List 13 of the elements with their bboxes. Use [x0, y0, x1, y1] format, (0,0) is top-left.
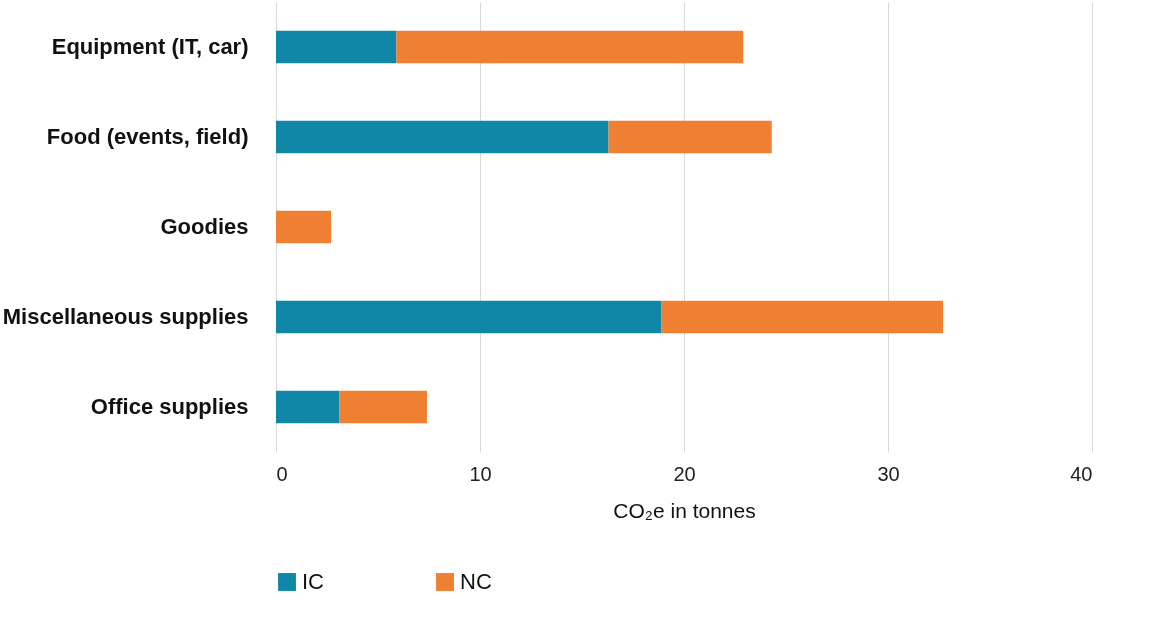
- y-tick-label: Office supplies: [90, 394, 249, 419]
- x-tick-label: 20: [673, 462, 696, 485]
- y-tick-label: Goodies: [160, 214, 249, 239]
- x-tick-label: 30: [877, 462, 900, 485]
- legend-label: IC: [302, 569, 325, 594]
- x-axis-title: CO₂e in tonnes: [613, 498, 756, 522]
- y-tick-label: Food (events, field): [46, 124, 249, 149]
- x-tick-label: 0: [276, 462, 288, 485]
- x-tick-label: 40: [1070, 462, 1093, 485]
- y-tick-label: Miscellaneous supplies: [2, 304, 249, 329]
- legend-label: NC: [460, 569, 492, 594]
- x-tick-label: 10: [469, 462, 492, 485]
- y-tick-label: Equipment (IT, car): [51, 34, 249, 59]
